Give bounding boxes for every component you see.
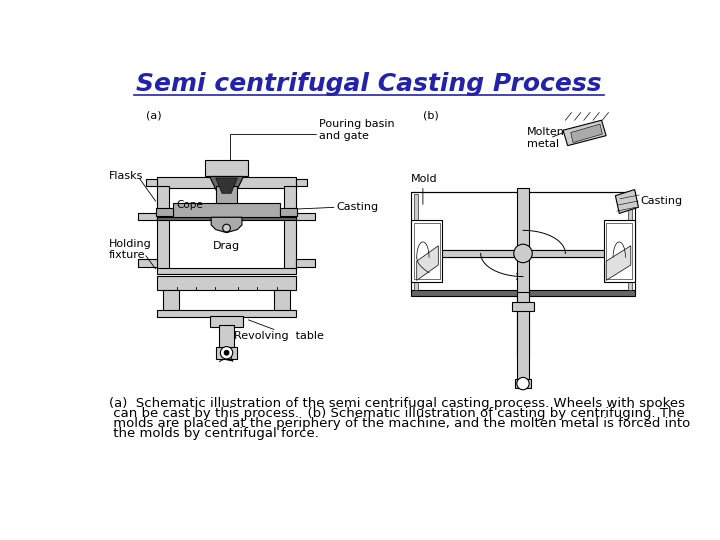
Bar [517, 188, 529, 357]
Bar [411, 289, 634, 296]
Bar [284, 186, 296, 219]
Bar [512, 302, 534, 311]
Bar [157, 276, 296, 289]
Text: can be cast by this process.  (b) Schematic illustration of casting by centrifug: can be cast by this process. (b) Schemat… [109, 408, 685, 421]
Polygon shape [417, 246, 438, 280]
Bar [423, 249, 517, 257]
Bar [157, 309, 296, 318]
Bar [157, 217, 296, 220]
Bar [210, 316, 243, 327]
Text: Revolving  table: Revolving table [234, 331, 324, 341]
Polygon shape [210, 177, 243, 195]
Circle shape [222, 224, 230, 232]
Polygon shape [606, 246, 631, 280]
Bar [216, 347, 238, 359]
Circle shape [220, 347, 233, 359]
Bar [145, 179, 157, 186]
Polygon shape [571, 124, 603, 143]
Bar [138, 259, 157, 267]
Polygon shape [616, 190, 639, 213]
Text: Cope: Cope [176, 200, 203, 210]
Text: molds are placed at the periphery of the machine, and the molten metal is forced: molds are placed at the periphery of the… [109, 417, 690, 430]
Bar [274, 289, 289, 311]
Bar [205, 159, 248, 177]
Circle shape [517, 377, 529, 390]
Circle shape [224, 350, 229, 355]
Polygon shape [211, 217, 242, 233]
Bar [157, 177, 296, 188]
Bar [606, 224, 632, 279]
Bar [629, 194, 632, 289]
Bar [517, 292, 529, 381]
Text: Mold: Mold [411, 174, 438, 184]
Bar [411, 220, 442, 282]
Text: the molds by centrifugal force.: the molds by centrifugal force. [109, 428, 319, 441]
Bar [157, 186, 168, 219]
Text: Pouring basin
and gate: Pouring basin and gate [319, 119, 395, 141]
Polygon shape [563, 120, 606, 146]
Bar [168, 220, 284, 268]
Bar [296, 259, 315, 267]
Bar [156, 208, 173, 215]
Bar [414, 194, 418, 289]
Text: Drag: Drag [213, 241, 240, 251]
Bar [163, 289, 179, 311]
Bar [284, 219, 296, 269]
Bar [411, 192, 634, 292]
Text: Molten
metal: Molten metal [527, 127, 564, 148]
Text: Holding
fixture: Holding fixture [109, 239, 151, 260]
Text: Flasks: Flasks [109, 172, 143, 181]
Bar [138, 213, 157, 220]
Bar [296, 179, 307, 186]
Text: (a): (a) [145, 111, 161, 121]
Bar [281, 208, 297, 215]
Bar [423, 249, 517, 257]
Text: (b): (b) [423, 111, 438, 121]
Bar [157, 268, 296, 274]
Bar [296, 213, 315, 220]
Bar [604, 220, 634, 282]
Bar [414, 224, 440, 279]
Circle shape [514, 244, 532, 262]
Bar [516, 379, 531, 388]
Bar [157, 219, 168, 269]
Text: Semi centrifugal Casting Process: Semi centrifugal Casting Process [136, 72, 602, 96]
Polygon shape [216, 178, 238, 193]
Text: Casting: Casting [641, 196, 683, 206]
Text: (a)  Schematic illustration of the semi centrifugal casting process. Wheels with: (a) Schematic illustration of the semi c… [109, 397, 685, 410]
Bar [529, 249, 626, 257]
Bar [216, 186, 238, 204]
Bar [173, 204, 281, 217]
Bar [529, 249, 625, 257]
Text: Casting: Casting [337, 202, 379, 212]
Bar [219, 325, 234, 348]
